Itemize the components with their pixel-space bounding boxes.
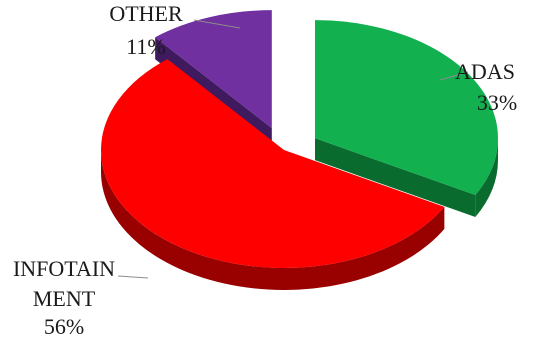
pie-slice-infotainment <box>101 59 445 268</box>
labels-layer: ADAS 33% INFOTAIN MENT 56% OTHER 11% <box>13 1 517 339</box>
category-label-adas: ADAS <box>455 59 515 84</box>
slice-tops-layer <box>101 10 498 268</box>
leader-line-other <box>193 19 241 29</box>
category-label-infotainment: MENT <box>33 286 96 311</box>
slice-side-adas <box>475 138 498 218</box>
slice-side-infotainment <box>101 150 445 291</box>
percent-label-adas: 33% <box>477 90 517 115</box>
leader-line-adas <box>439 71 469 81</box>
slice-cut-adas <box>314 138 476 218</box>
pie-slice-adas <box>314 20 498 196</box>
category-label-infotainment: INFOTAIN <box>13 256 115 281</box>
leader-lines-layer <box>117 19 469 279</box>
percent-label-infotainment: 56% <box>44 314 84 339</box>
percent-label-other: 11% <box>126 34 166 59</box>
leader-line-infotainment <box>117 275 149 279</box>
pie-slice-other <box>155 10 272 129</box>
category-label-other: OTHER <box>109 1 183 26</box>
